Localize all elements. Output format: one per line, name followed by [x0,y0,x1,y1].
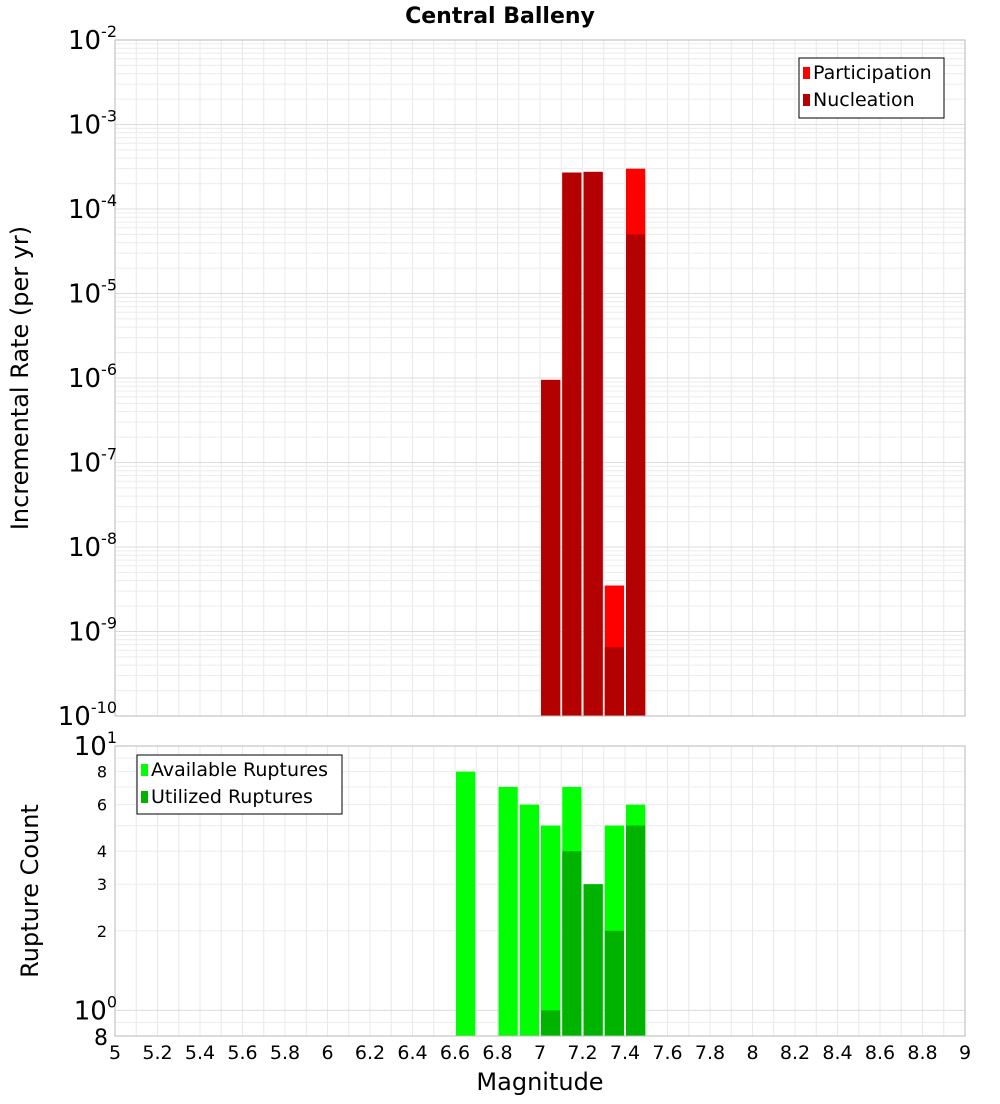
legend-box-0 [798,57,945,119]
y-tick-label: 10-6 [68,360,117,394]
x-tick-label: 8 [746,1042,758,1064]
bar-nucleation-3 [604,647,624,716]
x-tick-label: 7.8 [695,1042,725,1064]
bar-available-ruptures-3 [541,825,561,1036]
x-tick-label: 8.4 [822,1042,852,1064]
bar-utilized-ruptures-2 [583,884,603,1036]
bar-utilized-ruptures-0 [541,1010,561,1036]
bar-utilized-ruptures-1 [562,851,582,1036]
x-tick-label: 5.8 [270,1042,300,1064]
x-tick-label: 7.2 [567,1042,597,1064]
y-tick-label: 10-8 [68,529,117,563]
bar-available-ruptures-2 [519,804,539,1036]
plot-border-1 [114,745,966,1037]
y-tick-label: 10-10 [58,698,117,732]
x-tick-label: 9 [959,1042,971,1064]
y-tick-label: 10-2 [68,22,117,56]
y-axis-label-bottom: Rupture Count [16,804,44,978]
y-tick-label: 8 [97,763,107,782]
x-tick-label: 6.2 [355,1042,385,1064]
bar-available-ruptures-1 [498,786,518,1036]
bar-utilized-ruptures-3 [604,930,624,1036]
y-tick-label: 10-9 [68,614,117,648]
bar-available-ruptures-0 [456,771,476,1036]
bar-nucleation-4 [626,234,646,717]
x-tick-label: 8.8 [907,1042,937,1064]
x-tick-label: 6 [321,1042,333,1064]
y-tick-label: 10-4 [68,191,117,225]
x-tick-label: 7.4 [610,1042,640,1064]
x-tick-label: 5.4 [185,1042,215,1064]
y-tick-label: 10-3 [68,107,117,141]
bar-nucleation-2 [583,171,603,716]
x-tick-label: 5 [109,1042,121,1064]
y-axis-label-top: Incremental Rate (per yr) [6,226,34,530]
y-tick-label: 100 [74,992,117,1026]
y-tick-label: 6 [97,796,107,815]
x-tick-label: 6.8 [482,1042,512,1064]
bar-nucleation-1 [562,172,582,717]
legend-box-1 [136,754,343,815]
bar-utilized-ruptures-4 [626,825,646,1036]
legend-label-nucleation: Nucleation [813,89,915,111]
y-tick-label: 3 [97,875,107,894]
plot-border-0 [114,39,966,717]
legend-swatch-participation [803,67,810,79]
x-tick-label: 8.6 [865,1042,895,1064]
y-tick-label: 8 [94,1026,108,1051]
y-tick-label: 2 [97,922,107,941]
legend-swatch-utilized-ruptures [141,791,148,803]
legend-label-utilized-ruptures: Utilized Ruptures [151,786,313,808]
y-tick-label: 10-5 [68,276,117,310]
x-tick-label: 5.2 [142,1042,172,1064]
x-tick-label: 7.6 [652,1042,682,1064]
x-tick-label: 6.6 [440,1042,470,1064]
y-tick-label: 101 [74,728,117,762]
chart-title: Central Balleny [405,4,595,29]
x-tick-label: 6.4 [397,1042,427,1064]
x-tick-label: 8.2 [780,1042,810,1064]
x-tick-label: 5.6 [227,1042,257,1064]
bar-nucleation-0 [541,379,561,716]
legend-swatch-available-ruptures [141,764,148,776]
legend-label-participation: Participation [813,62,932,84]
y-tick-label: 4 [97,842,107,861]
x-axis-label: Magnitude [476,1068,603,1096]
x-tick-label: 7 [534,1042,546,1064]
y-tick-label: 10-7 [68,445,117,479]
legend-swatch-nucleation [803,94,810,106]
legend-label-available-ruptures: Available Ruptures [151,759,328,781]
